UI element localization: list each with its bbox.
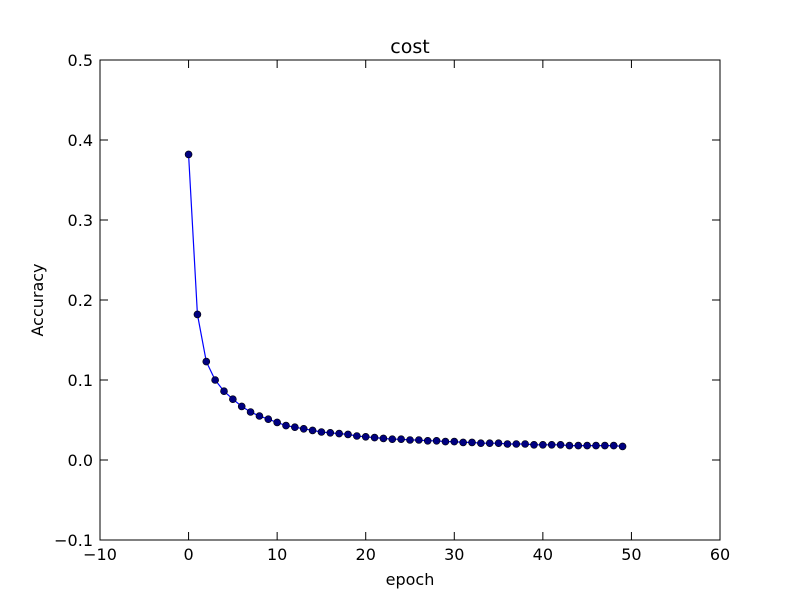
data-point xyxy=(494,439,503,448)
y-tick-label: −0.1 xyxy=(54,531,93,550)
x-tick-label: 50 xyxy=(621,545,641,564)
data-point xyxy=(273,418,281,427)
data-point xyxy=(388,435,397,444)
data-point xyxy=(397,435,405,444)
data-point xyxy=(432,436,441,445)
data-point xyxy=(459,438,467,447)
data-point xyxy=(211,376,219,384)
data-point xyxy=(361,432,370,441)
y-tick-label: 0.5 xyxy=(68,51,93,70)
data-point xyxy=(184,150,193,159)
data-point xyxy=(353,432,361,440)
y-axis-label: Accuracy xyxy=(28,263,47,336)
data-point xyxy=(618,442,627,451)
y-tick-label: 0.4 xyxy=(68,131,93,150)
data-point xyxy=(601,441,609,450)
data-point xyxy=(547,440,556,449)
data-point xyxy=(379,434,388,443)
data-point xyxy=(308,426,317,435)
data-point xyxy=(565,441,574,450)
data-point xyxy=(485,439,494,448)
plot-area xyxy=(100,60,720,540)
data-point xyxy=(246,408,255,416)
data-point xyxy=(441,437,450,446)
y-tick-label: 0.3 xyxy=(68,211,93,230)
x-tick-label: 10 xyxy=(267,545,287,564)
x-tick-label: 0 xyxy=(183,545,193,564)
x-tick-label: 30 xyxy=(444,545,464,564)
data-point xyxy=(415,436,423,444)
data-point xyxy=(326,428,335,437)
data-point xyxy=(539,440,547,449)
data-point xyxy=(264,415,273,424)
axis-tick-labels: −10 0 10 20 30 40 50 60 −0.1 0.0 0.1 0.2 0.3 0.4 0.5 xyxy=(54,51,730,564)
y-tick-label: 0.1 xyxy=(68,371,93,390)
data-point xyxy=(202,357,211,366)
data-point xyxy=(255,412,264,420)
chart-title: cost xyxy=(390,36,429,58)
data-point xyxy=(574,441,583,450)
x-tick-label: 60 xyxy=(710,545,730,564)
data-point xyxy=(335,429,343,438)
series-group xyxy=(184,150,627,451)
data-point xyxy=(512,440,521,448)
data-point xyxy=(291,423,299,432)
data-point xyxy=(477,439,485,448)
x-axis-label: epoch xyxy=(386,570,435,589)
data-point xyxy=(344,430,352,439)
y-tick-label: 0.0 xyxy=(68,451,93,470)
data-point xyxy=(556,440,565,449)
data-point xyxy=(237,402,246,411)
x-tick-label: −10 xyxy=(83,545,117,564)
plot-frame xyxy=(99,59,721,541)
data-point xyxy=(609,441,618,450)
data-point xyxy=(370,433,379,442)
data-point xyxy=(503,440,512,448)
data-point xyxy=(317,428,326,436)
data-point xyxy=(468,438,476,447)
data-point xyxy=(450,437,459,446)
data-point xyxy=(592,441,600,450)
data-point xyxy=(530,440,538,449)
y-tick-label: 0.2 xyxy=(68,291,93,310)
data-point xyxy=(282,421,290,430)
data-point xyxy=(583,441,591,450)
data-point xyxy=(193,310,202,319)
data-point xyxy=(220,387,228,396)
data-point xyxy=(406,436,414,444)
data-point xyxy=(299,424,308,433)
data-point xyxy=(521,440,529,448)
x-tick-label: 40 xyxy=(533,545,553,564)
x-tick-label: 20 xyxy=(356,545,376,564)
data-point xyxy=(423,436,432,445)
data-point xyxy=(229,395,237,404)
